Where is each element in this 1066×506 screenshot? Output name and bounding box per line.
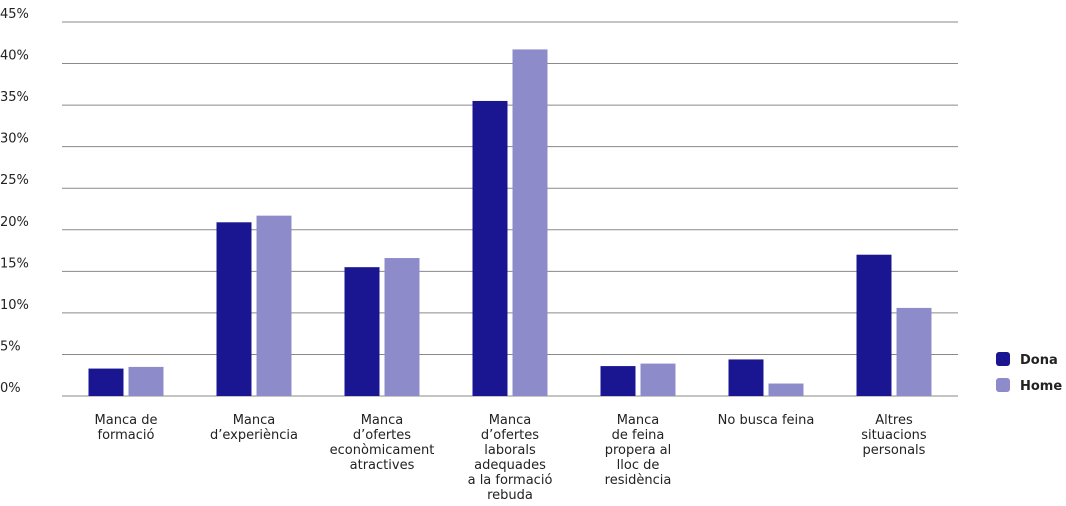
bar-home bbox=[128, 366, 164, 396]
x-category-label: Altres situacions personals bbox=[861, 413, 927, 458]
y-axis-ticks: 0% 5% 10% 15% 20% 25% 30% 35% 40% 45% bbox=[0, 7, 29, 396]
x-category-label-line: Manca bbox=[233, 413, 276, 428]
bar-home bbox=[768, 383, 804, 396]
gridlines bbox=[62, 21, 958, 397]
bars bbox=[88, 49, 932, 396]
x-category-label-line: situacions bbox=[861, 428, 927, 443]
bar-home bbox=[384, 258, 420, 396]
bar-home bbox=[512, 49, 548, 396]
x-category-label: No busca feina bbox=[718, 413, 815, 428]
x-category-label: Manca d’ofertes econòmicament atractives bbox=[330, 413, 435, 473]
legend-label: Home bbox=[1020, 379, 1062, 394]
y-tick-label: 15% bbox=[0, 256, 29, 271]
bar-dona bbox=[856, 254, 892, 396]
y-tick-label: 45% bbox=[0, 7, 29, 22]
y-tick-label: 40% bbox=[0, 49, 29, 64]
x-category-label-line: d’ofertes bbox=[481, 428, 539, 443]
bar-dona bbox=[728, 359, 764, 396]
x-category-label: Manca d’ofertes laborals adequades a la form… bbox=[468, 413, 553, 503]
y-tick-label: 0% bbox=[0, 381, 21, 396]
x-category-label-line: formació bbox=[98, 428, 155, 443]
x-category-label-line: propera al bbox=[605, 443, 672, 458]
x-category-label-line: d’experiència bbox=[210, 428, 298, 443]
x-category-label-line: Manca bbox=[361, 413, 404, 428]
x-category-label-line: Manca de bbox=[95, 413, 158, 428]
x-category-label-line: atractives bbox=[350, 458, 415, 473]
bar-dona bbox=[600, 366, 636, 396]
y-tick-label: 30% bbox=[0, 132, 29, 147]
bar-dona bbox=[216, 222, 252, 396]
x-category-label: Manca de feina propera al lloc de residència bbox=[605, 413, 672, 488]
bar-dona bbox=[88, 368, 124, 396]
x-category-label: Manca d’experiència bbox=[210, 413, 298, 443]
x-category-label-line: residència bbox=[605, 473, 672, 488]
bar-dona bbox=[344, 267, 380, 396]
y-tick-label: 10% bbox=[0, 298, 29, 313]
x-category-label-line: de feina bbox=[612, 428, 665, 443]
bar-home bbox=[896, 307, 932, 396]
bar-dona bbox=[472, 100, 508, 396]
bar-home bbox=[256, 215, 292, 396]
x-category-label-line: lloc de bbox=[617, 458, 660, 473]
x-category-label-line: No busca feina bbox=[718, 413, 815, 428]
x-category-label-line: Manca bbox=[489, 413, 532, 428]
y-tick-label: 20% bbox=[0, 215, 29, 230]
x-category-label-line: a la formació bbox=[468, 473, 553, 488]
x-category-label-line: personals bbox=[863, 443, 926, 458]
x-category-label: Manca de formació bbox=[95, 413, 158, 443]
x-category-label-line: rebuda bbox=[487, 488, 533, 503]
legend-swatch bbox=[996, 352, 1010, 366]
legend: Dona Home bbox=[996, 352, 1062, 394]
x-category-label-line: Altres bbox=[875, 413, 913, 428]
y-tick-label: 35% bbox=[0, 90, 29, 105]
y-tick-label: 5% bbox=[0, 339, 21, 354]
bar-home bbox=[640, 363, 676, 396]
x-category-label-line: d’ofertes bbox=[353, 428, 411, 443]
y-tick-label: 25% bbox=[0, 173, 29, 188]
legend-swatch bbox=[996, 378, 1010, 392]
x-category-label-line: econòmicament bbox=[330, 443, 435, 458]
x-category-label-line: adequades bbox=[474, 458, 546, 473]
legend-label: Dona bbox=[1020, 353, 1058, 368]
x-category-label-line: Manca bbox=[617, 413, 660, 428]
x-category-label-line: laborals bbox=[484, 443, 536, 458]
